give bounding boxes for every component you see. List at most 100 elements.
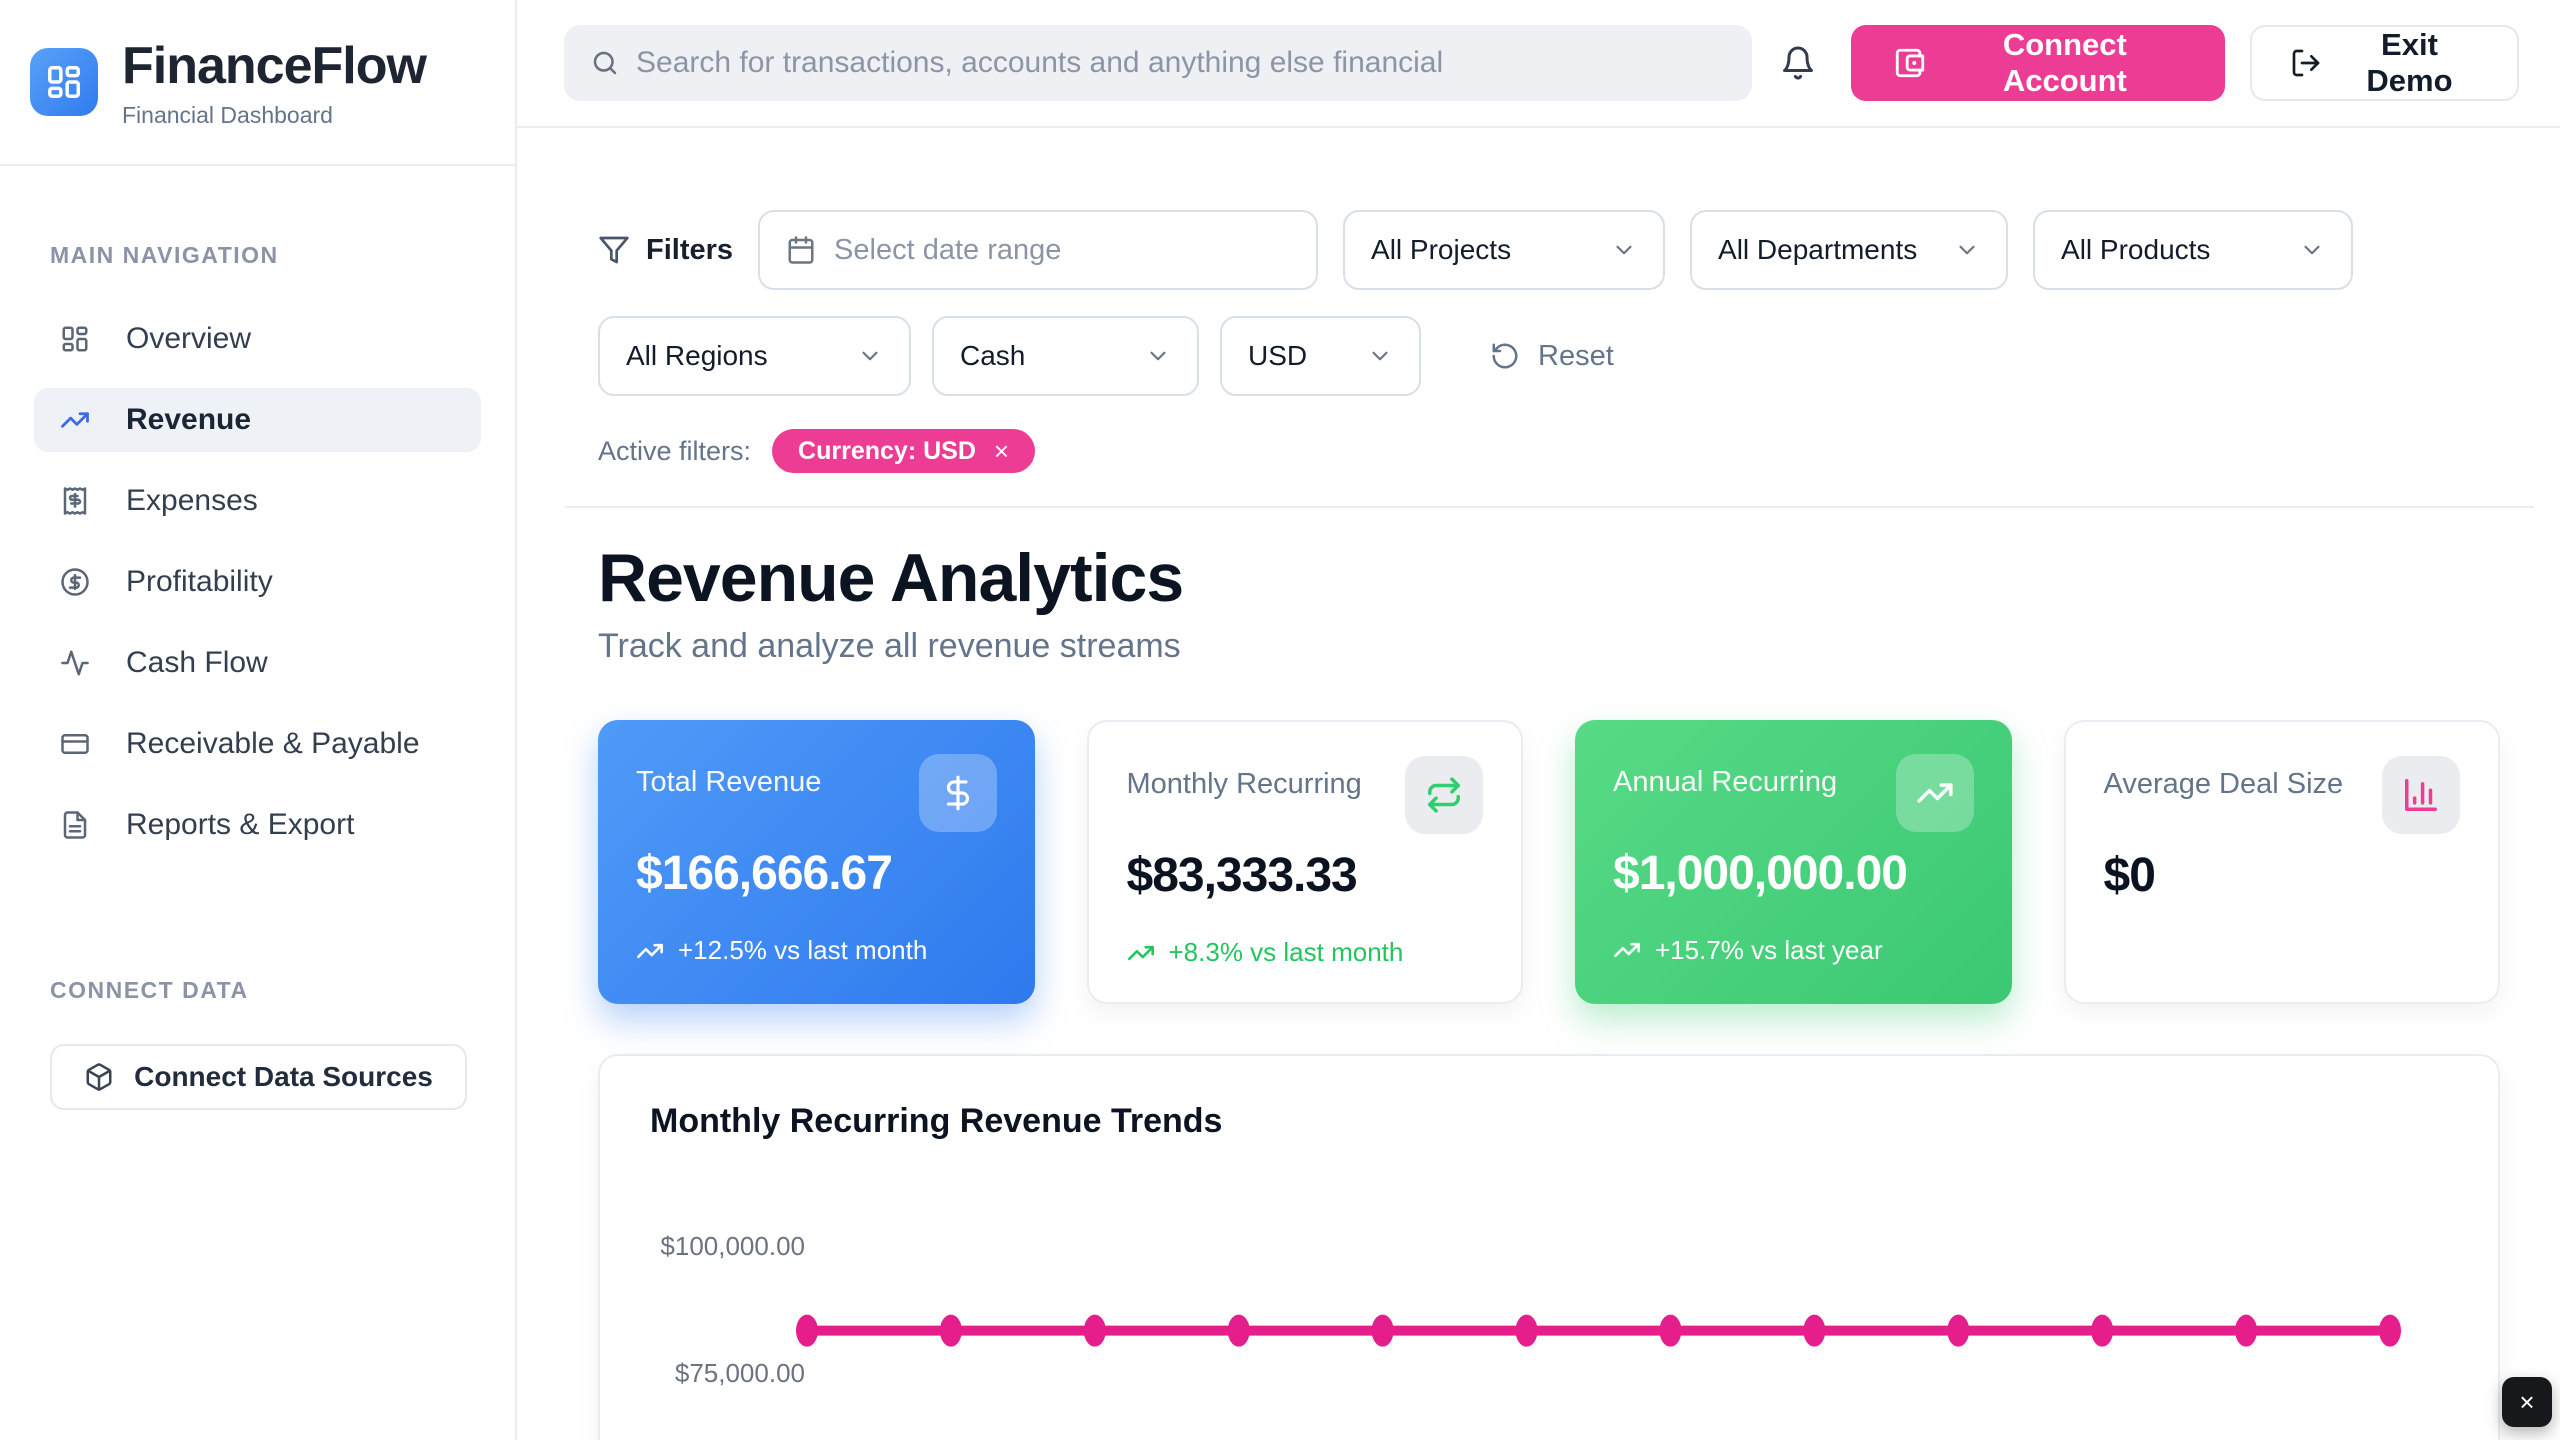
sidebar-item-expenses[interactable]: Expenses [34, 469, 481, 533]
data-point[interactable] [2379, 1314, 2401, 1347]
payment-type-select-value: Cash [960, 340, 1026, 371]
projects-select-value: All Projects [1371, 234, 1512, 265]
kpi-card-total-revenue: Total Revenue $166,666.67 +12.5% vs last… [598, 720, 1035, 1004]
products-select[interactable]: All Products [2033, 210, 2354, 290]
sidebar-item-overview[interactable]: Overview [34, 307, 481, 371]
kpi-card-average-deal-size: Average Deal Size $0 [2063, 720, 2500, 1004]
page-subtitle: Track and analyze all revenue streams [598, 627, 1181, 665]
nav-section-label: MAIN NAVIGATION [50, 242, 279, 268]
kpi-change-text: +8.3% vs last month [1168, 937, 1404, 967]
reset-label: Reset [1538, 339, 1614, 372]
projects-select[interactable]: All Projects [1343, 210, 1666, 290]
close-icon[interactable]: × [993, 435, 1010, 466]
trending-up-icon [1895, 754, 1974, 832]
search-input[interactable] [636, 46, 1726, 80]
sidebar-item-label: Overview [126, 322, 252, 355]
active-filters-row: Active filters: Currency: USD × [598, 429, 2500, 473]
data-point[interactable] [796, 1314, 818, 1347]
wallet-icon [1893, 46, 1927, 80]
notifications-button[interactable] [1774, 37, 1823, 89]
brand-name: FinanceFlow [122, 36, 427, 95]
activity-icon [60, 648, 90, 678]
sidebar-item-reports-export[interactable]: Reports & Export [34, 793, 481, 857]
departments-select-value: All Departments [1718, 234, 1918, 265]
dashboard-grid-icon [60, 324, 90, 354]
trending-up-icon [1613, 936, 1641, 964]
exit-demo-label: Exit Demo [2366, 27, 2453, 98]
data-point[interactable] [1371, 1314, 1394, 1347]
currency-select[interactable]: USD [1220, 316, 1421, 396]
connect-account-label: Connect Account [2002, 27, 2127, 98]
funnel-icon [598, 234, 630, 266]
kpi-label: Total Revenue [636, 766, 822, 798]
currency-filter-chip[interactable]: Currency: USD × [772, 429, 1036, 473]
data-point[interactable] [1227, 1314, 1250, 1347]
page-title: Revenue Analytics [598, 540, 1184, 616]
sidebar-item-label: Revenue [126, 403, 252, 436]
mrr-line-chart: $100,000.00 $75,000.00 [650, 1155, 2448, 1440]
chart-title: Monthly Recurring Revenue Trends [650, 1102, 1223, 1140]
sidebar-item-revenue[interactable]: Revenue [34, 388, 481, 452]
app-logo-icon [30, 48, 98, 116]
mrr-trends-card: Monthly Recurring Revenue Trends $100,00… [598, 1054, 2500, 1440]
data-point[interactable] [1803, 1314, 1826, 1347]
y-axis-tick-label: $100,000.00 [660, 1231, 805, 1261]
data-point[interactable] [1947, 1314, 1970, 1347]
exit-demo-button[interactable]: Exit Demo [2249, 25, 2519, 101]
kpi-change-text: +12.5% vs last month [678, 935, 928, 965]
data-point[interactable] [1083, 1314, 1106, 1347]
kpi-value: $0 [2103, 849, 2156, 902]
file-text-icon [60, 810, 90, 840]
data-point[interactable] [1515, 1314, 1538, 1347]
filters-divider [565, 506, 2534, 508]
kpi-label: Monthly Recurring [1126, 768, 1362, 800]
rotate-ccw-icon [1490, 341, 1520, 371]
kpi-card-monthly-recurring: Monthly Recurring $83,333.33 +8.3% vs la… [1086, 720, 1523, 1004]
reset-filters-button[interactable]: Reset [1490, 340, 1614, 373]
connect-data-sources-button[interactable]: Connect Data Sources [50, 1044, 467, 1110]
connect-section-label: CONNECT DATA [50, 977, 249, 1003]
receipt-icon [60, 486, 90, 516]
dollar-circle-icon [60, 567, 90, 597]
overlay-close-button[interactable]: × [2502, 1377, 2552, 1427]
filters-title: Filters [646, 233, 734, 266]
data-point[interactable] [1659, 1314, 1682, 1347]
chevron-down-icon [1367, 343, 1393, 369]
connect-data-sources-label: Connect Data Sources [134, 1061, 433, 1092]
date-range-input[interactable]: Select date range [758, 210, 1319, 290]
repeat-icon [1405, 756, 1483, 834]
y-axis-tick-label: $75,000.00 [674, 1358, 805, 1388]
sidebar-item-label: Cash Flow [126, 646, 268, 679]
chevron-down-icon [1611, 237, 1637, 263]
chevron-down-icon [2299, 237, 2325, 263]
currency-filter-chip-label: Currency: USD [798, 436, 976, 465]
dollar-icon [918, 754, 997, 832]
sidebar-item-label: Expenses [126, 484, 258, 517]
data-point[interactable] [2091, 1314, 2114, 1347]
global-search[interactable] [564, 25, 1752, 101]
products-select-value: All Products [2061, 234, 2211, 265]
data-point[interactable] [2235, 1314, 2258, 1347]
chevron-down-icon [857, 343, 883, 369]
regions-select[interactable]: All Regions [598, 316, 911, 396]
filters-row-2: All Regions Cash USD Reset [598, 316, 2500, 396]
sidebar-item-label: Receivable & Payable [126, 727, 420, 760]
connect-account-button[interactable]: Connect Account [1850, 25, 2225, 101]
sidebar-item-profitability[interactable]: Profitability [34, 550, 481, 614]
brand: FinanceFlow Financial Dashboard [0, 0, 515, 166]
sidebar-item-cash-flow[interactable]: Cash Flow [34, 631, 481, 695]
search-icon [590, 48, 620, 78]
payment-type-select[interactable]: Cash [932, 316, 1199, 396]
departments-select[interactable]: All Departments [1690, 210, 2009, 290]
filters-head: Filters [598, 234, 733, 267]
sidebar-item-label: Reports & Export [126, 808, 355, 841]
kpi-label: Annual Recurring [1613, 766, 1838, 798]
kpi-card-annual-recurring: Annual Recurring $1,000,000.00 +15.7% vs… [1575, 720, 2012, 1004]
kpi-cards: Total Revenue $166,666.67 +12.5% vs last… [598, 720, 2500, 1004]
sidebar-item-receivable-payable[interactable]: Receivable & Payable [34, 712, 481, 776]
main-content: Filters Select date range All Projects A… [517, 128, 2560, 1440]
cube-icon [84, 1062, 114, 1092]
regions-select-value: All Regions [626, 340, 768, 371]
topbar: Connect Account Exit Demo [517, 0, 2560, 128]
data-point[interactable] [939, 1314, 962, 1347]
